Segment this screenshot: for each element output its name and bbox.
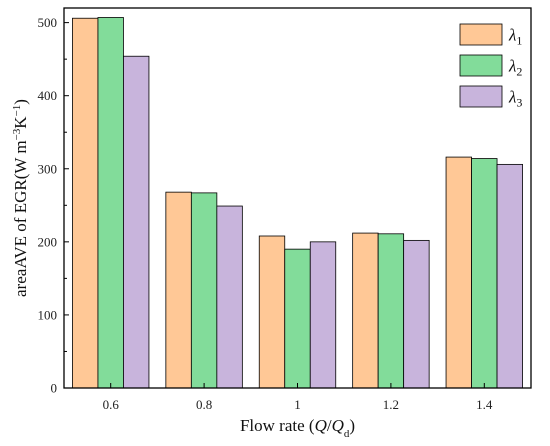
legend-label-λ2: λ2	[508, 57, 522, 79]
legend-label-main: λ	[508, 57, 516, 76]
x-axis-title-qd-sub: d	[344, 428, 350, 440]
legend-swatch-λ1	[459, 23, 503, 46]
x-axis-title-suffix: )	[349, 416, 355, 435]
y-tick-label-300: 300	[38, 161, 58, 176]
bar-λ3-1	[309, 241, 337, 389]
bar-λ1-0.6	[72, 17, 99, 389]
x-tick-label-1.2: 1.2	[383, 397, 399, 412]
legend-label-sub: 1	[516, 34, 522, 48]
bar-λ2-1	[284, 248, 311, 389]
bar-λ3-0.6	[123, 55, 150, 389]
y-tick-label-400: 400	[38, 88, 58, 103]
bar-λ2-1.2	[377, 233, 405, 389]
y-axis-title-main: areaAVE of EGR(W m	[11, 140, 30, 297]
x-axis: 0.6 0.8 1 1.2 1.4	[103, 383, 493, 412]
y-axis-title-exp2: −1	[11, 105, 23, 117]
bar-λ1-1	[258, 235, 286, 389]
bar-λ1-1.2	[352, 232, 379, 389]
bar-λ1-0.8	[165, 191, 192, 389]
x-tick-label-1: 1	[294, 397, 301, 412]
y-axis-title-mid: K	[11, 116, 30, 129]
y-tick-label-500: 500	[38, 15, 58, 30]
x-axis-title-qd: Q	[332, 416, 344, 435]
legend-label-sub: 2	[516, 65, 522, 79]
legend-swatch-λ2	[459, 54, 503, 77]
y-tick-label-100: 100	[38, 307, 58, 322]
x-axis-title-prefix: Flow rate (	[240, 416, 315, 435]
bar-λ2-1.4	[471, 158, 498, 389]
bar-λ3-1.2	[403, 239, 430, 389]
y-tick-label-0: 0	[51, 381, 58, 396]
y-axis-title-exp1: −3	[11, 128, 23, 140]
legend-label-sub: 3	[516, 96, 522, 110]
x-tick-label-0.8: 0.8	[196, 397, 212, 412]
legend-label-main: λ	[508, 88, 516, 107]
bar-λ3-0.8	[216, 205, 243, 389]
y-axis: 0 100 200 300 400 500	[38, 15, 69, 396]
bar-λ2-0.6	[97, 17, 124, 389]
y-axis-title: areaAVE of EGR(W m−3K−1)	[11, 99, 30, 297]
legend-swatch-λ3	[459, 85, 503, 108]
legend-label-main: λ	[508, 26, 516, 45]
y-axis-title-end: )	[11, 99, 30, 105]
x-axis-title-slash: /	[327, 416, 332, 435]
x-tick-label-1.4: 1.4	[476, 397, 493, 412]
plot-frame	[63, 7, 532, 389]
y-tick-label-200: 200	[38, 234, 58, 249]
bars-group	[72, 17, 523, 389]
bar-λ2-0.8	[190, 192, 218, 389]
legend-label-λ3: λ3	[508, 88, 522, 110]
bar-λ1-1.4	[445, 156, 472, 389]
bar-λ3-1.4	[496, 163, 523, 389]
legend-label-λ1: λ1	[508, 26, 522, 48]
x-axis-title-q: Q	[315, 416, 327, 435]
x-axis-title: Flow rate (Q/Qd)	[240, 416, 355, 440]
x-tick-label-0.6: 0.6	[103, 397, 120, 412]
